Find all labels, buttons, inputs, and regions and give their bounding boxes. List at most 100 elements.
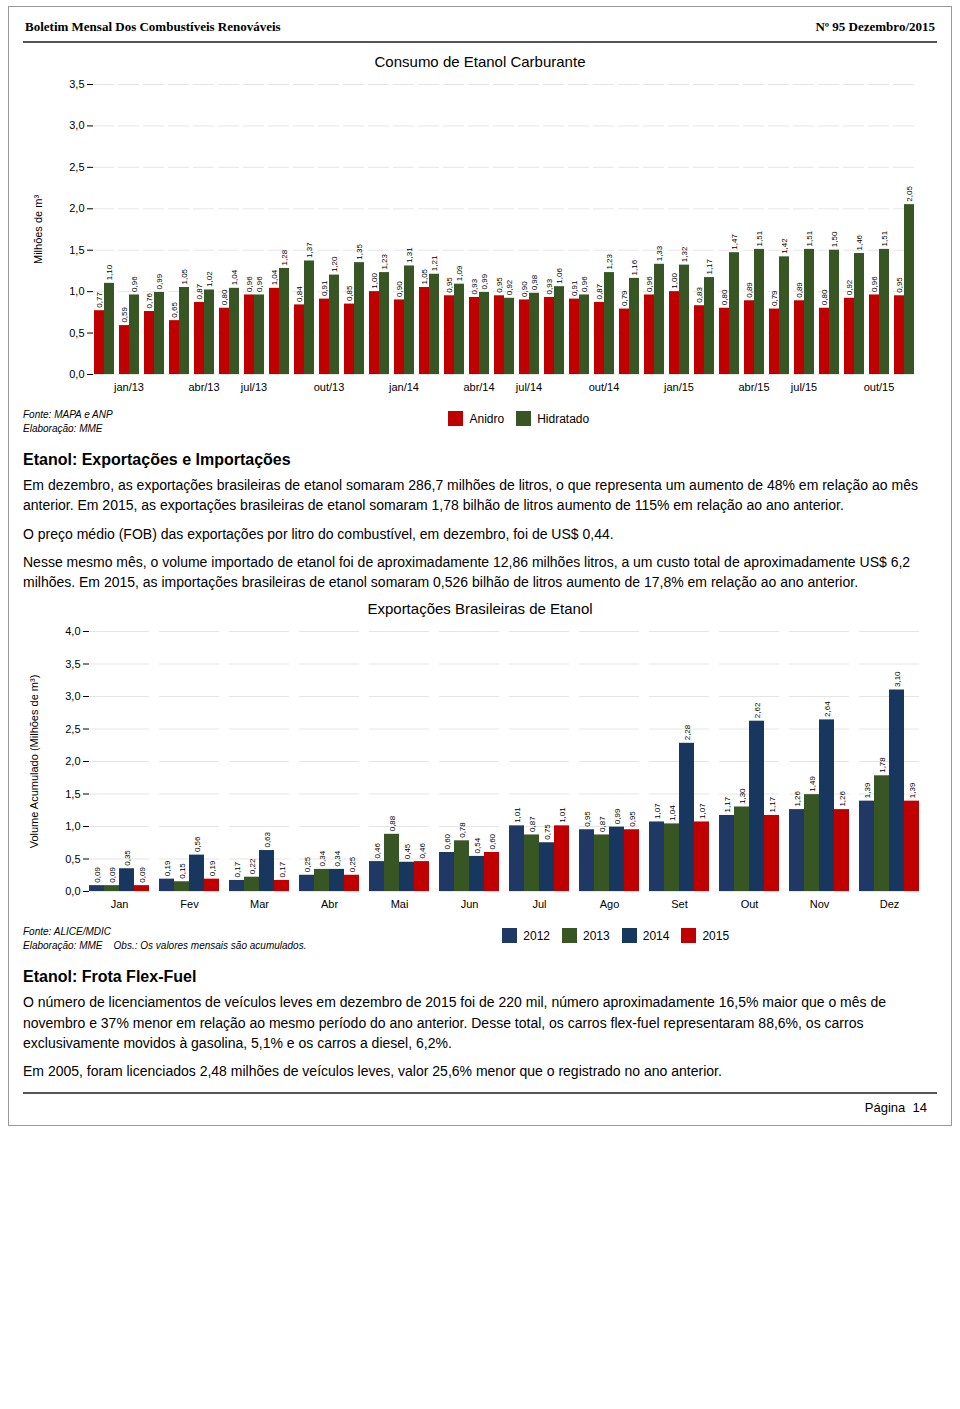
svg-text:0,25: 0,25 [348, 857, 357, 873]
svg-text:0,15: 0,15 [178, 863, 187, 879]
svg-text:1,04: 1,04 [230, 269, 239, 285]
svg-text:jul/15: jul/15 [790, 381, 817, 393]
svg-text:0,96: 0,96 [580, 276, 589, 292]
svg-text:0,80: 0,80 [220, 289, 229, 305]
svg-text:0,93: 0,93 [470, 278, 479, 294]
svg-text:1,01: 1,01 [558, 807, 567, 823]
svg-text:1,23: 1,23 [380, 253, 389, 269]
svg-text:0,34: 0,34 [318, 851, 327, 867]
svg-text:0,95: 0,95 [583, 811, 592, 827]
svg-text:1,02: 1,02 [205, 271, 214, 287]
svg-text:1,17: 1,17 [768, 797, 777, 813]
svg-text:out/15: out/15 [864, 381, 895, 393]
svg-text:1,16: 1,16 [630, 259, 639, 275]
svg-text:Ago: Ago [600, 899, 620, 911]
svg-text:3,5: 3,5 [69, 78, 84, 90]
svg-text:Jan: Jan [111, 899, 129, 911]
svg-text:2,0: 2,0 [69, 202, 84, 214]
svg-text:0,95: 0,95 [445, 277, 454, 293]
svg-text:0,34: 0,34 [333, 851, 342, 867]
svg-text:0,79: 0,79 [770, 290, 779, 306]
svg-text:0,87: 0,87 [595, 283, 604, 299]
svg-text:3,0: 3,0 [65, 691, 80, 703]
svg-text:0,46: 0,46 [373, 843, 382, 859]
svg-text:1,35: 1,35 [355, 244, 364, 260]
svg-text:Set: Set [671, 899, 688, 911]
svg-text:0,75: 0,75 [543, 824, 552, 840]
svg-text:Nov: Nov [810, 899, 830, 911]
svg-text:0,22: 0,22 [248, 859, 257, 875]
svg-text:0,0: 0,0 [65, 886, 80, 898]
svg-text:0,09: 0,09 [108, 867, 117, 883]
svg-text:0,99: 0,99 [155, 273, 164, 289]
svg-text:abr/15: abr/15 [738, 381, 769, 393]
svg-text:0,87: 0,87 [195, 283, 204, 299]
svg-text:0,92: 0,92 [505, 279, 514, 295]
svg-text:1,31: 1,31 [405, 247, 414, 263]
svg-text:4,0: 4,0 [65, 626, 80, 638]
svg-text:0,99: 0,99 [480, 273, 489, 289]
svg-text:0,84: 0,84 [295, 286, 304, 302]
svg-text:abr/13: abr/13 [188, 381, 219, 393]
svg-text:0,60: 0,60 [443, 834, 452, 850]
svg-text:Fev: Fev [180, 899, 199, 911]
svg-text:0,45: 0,45 [403, 844, 412, 860]
svg-text:0,99: 0,99 [613, 809, 622, 825]
svg-text:0,96: 0,96 [245, 276, 254, 292]
svg-text:1,5: 1,5 [65, 788, 80, 800]
svg-text:1,10: 1,10 [105, 264, 114, 280]
svg-text:0,87: 0,87 [528, 816, 537, 832]
svg-text:0,79: 0,79 [620, 290, 629, 306]
svg-text:Mar: Mar [250, 899, 269, 911]
svg-text:0,59: 0,59 [120, 306, 129, 322]
svg-text:0,83: 0,83 [695, 287, 704, 303]
svg-text:jan/14: jan/14 [388, 381, 419, 393]
svg-text:1,0: 1,0 [65, 821, 80, 833]
svg-text:0,17: 0,17 [278, 862, 287, 878]
svg-text:0,93: 0,93 [545, 278, 554, 294]
svg-text:1,30: 1,30 [738, 788, 747, 804]
svg-text:1,09: 1,09 [455, 265, 464, 281]
svg-text:3,0: 3,0 [69, 119, 84, 131]
svg-text:0,5: 0,5 [69, 327, 84, 339]
svg-text:1,39: 1,39 [863, 783, 872, 799]
svg-text:1,05: 1,05 [180, 268, 189, 284]
svg-text:Milhões de m³: Milhões de m³ [32, 195, 44, 264]
svg-text:2,62: 2,62 [753, 703, 762, 719]
svg-text:1,42: 1,42 [780, 238, 789, 254]
svg-text:1,51: 1,51 [880, 230, 889, 246]
svg-text:jul/13: jul/13 [240, 381, 267, 393]
svg-text:out/14: out/14 [589, 381, 620, 393]
svg-text:2,64: 2,64 [823, 701, 832, 717]
svg-text:0,19: 0,19 [208, 861, 217, 877]
svg-text:jan/13: jan/13 [113, 381, 144, 393]
svg-text:0,65: 0,65 [170, 302, 179, 318]
svg-text:0,90: 0,90 [395, 281, 404, 297]
svg-text:1,01: 1,01 [513, 807, 522, 823]
svg-text:1,05: 1,05 [420, 268, 429, 284]
svg-text:Abr: Abr [321, 899, 338, 911]
svg-text:0,85: 0,85 [345, 285, 354, 301]
svg-text:1,51: 1,51 [805, 230, 814, 246]
svg-text:0,54: 0,54 [473, 838, 482, 854]
svg-text:0,0: 0,0 [69, 368, 84, 380]
svg-text:1,39: 1,39 [908, 783, 917, 799]
svg-text:0,19: 0,19 [163, 861, 172, 877]
svg-text:Volume Acumulado (Milhões de m: Volume Acumulado (Milhões de m³) [28, 675, 40, 849]
svg-text:1,50: 1,50 [830, 231, 839, 247]
svg-text:out/13: out/13 [314, 381, 345, 393]
svg-text:1,32: 1,32 [680, 246, 689, 262]
svg-text:1,21: 1,21 [430, 255, 439, 271]
svg-text:2,5: 2,5 [69, 161, 84, 173]
svg-text:1,07: 1,07 [698, 803, 707, 819]
svg-text:Dez: Dez [880, 899, 900, 911]
svg-text:0,91: 0,91 [570, 280, 579, 296]
svg-text:Jun: Jun [461, 899, 479, 911]
svg-text:2,05: 2,05 [905, 186, 914, 202]
svg-text:0,17: 0,17 [233, 862, 242, 878]
svg-text:0,89: 0,89 [795, 282, 804, 298]
svg-text:1,07: 1,07 [653, 803, 662, 819]
svg-text:0,89: 0,89 [745, 282, 754, 298]
svg-text:1,00: 1,00 [670, 273, 679, 289]
svg-text:0,95: 0,95 [495, 277, 504, 293]
